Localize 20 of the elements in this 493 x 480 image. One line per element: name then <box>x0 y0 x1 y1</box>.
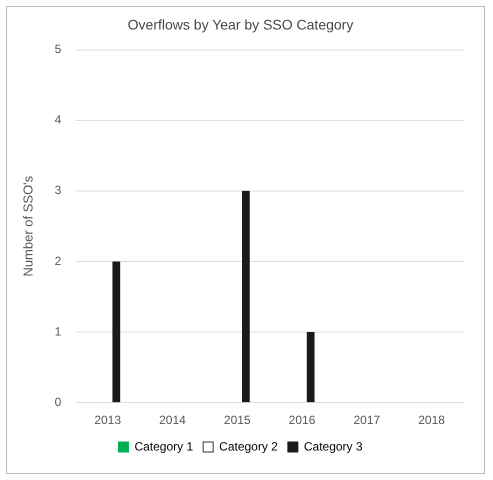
y-tick-label: 3 <box>54 183 62 198</box>
y-tick-label: 4 <box>54 112 62 127</box>
legend-label: Category 1 <box>134 439 194 454</box>
bar <box>242 190 250 402</box>
x-tick-label: 2015 <box>224 413 251 428</box>
x-tick-label: 2013 <box>94 413 122 428</box>
bar <box>112 261 120 402</box>
x-tick-label: 2014 <box>159 413 186 428</box>
legend-label: Category 2 <box>219 439 278 454</box>
y-axis-title: Number of SSO's <box>20 175 36 277</box>
x-tick-label: 2018 <box>418 413 446 428</box>
bar <box>306 332 315 402</box>
x-tick-label: 2016 <box>288 413 316 428</box>
y-tick-label: 0 <box>54 394 62 409</box>
legend-label: Category 3 <box>304 439 363 454</box>
y-tick-label: 2 <box>54 254 62 268</box>
y-tick-label: 1 <box>54 324 62 338</box>
x-tick-label: 2017 <box>353 413 380 428</box>
y-tick-label: 5 <box>54 42 62 56</box>
chart-title: Overflows by Year by SSO Category <box>128 16 354 32</box>
